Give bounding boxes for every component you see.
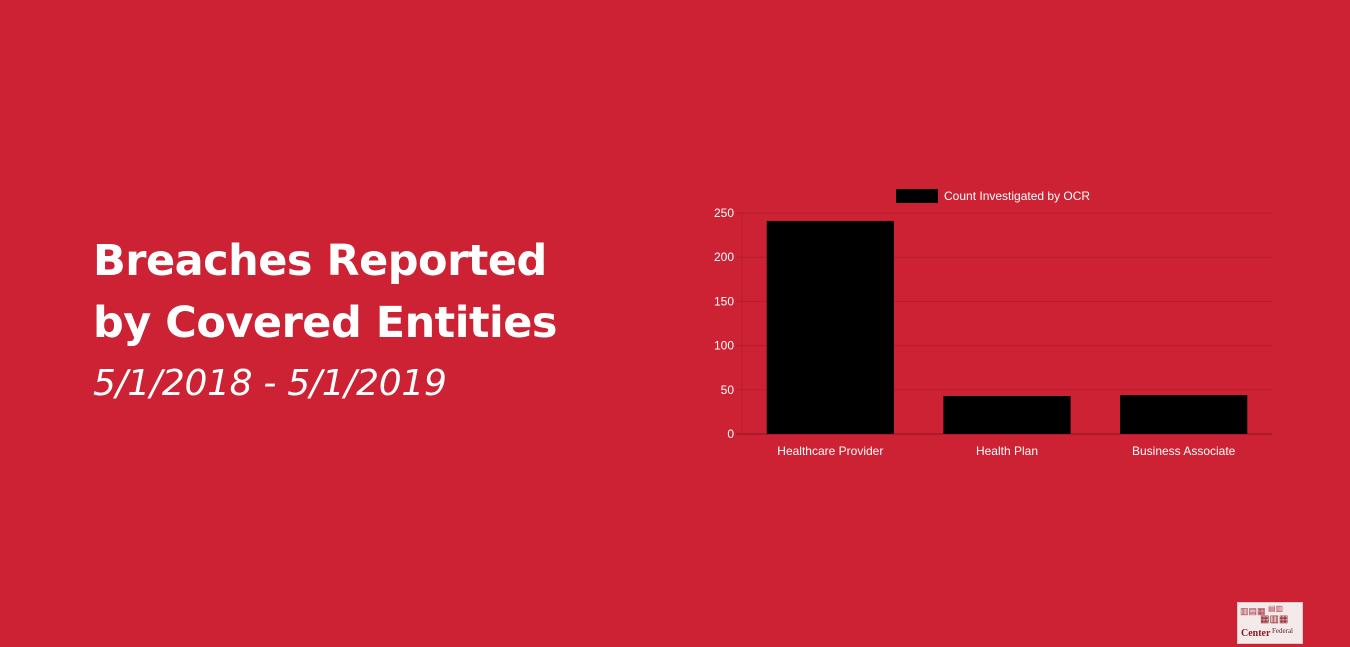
title-block: Breaches Reported by Covered Entities 5/…: [93, 230, 558, 412]
y-tick-label: 250: [714, 206, 734, 220]
thumb-deco-word: ▦▥▦: [1260, 614, 1289, 625]
x-tick-label: Business Associate: [1132, 444, 1236, 458]
legend-label: Count Investigated by OCR: [944, 189, 1090, 203]
x-tick-label: Health Plan: [976, 444, 1038, 458]
thumb-word-1: Center: [1241, 628, 1271, 639]
y-tick-label: 150: [714, 294, 734, 308]
word-cloud-thumbnail[interactable]: ▥▤▦ ▤▥ ▦▥▦ Center Federal: [1237, 602, 1303, 644]
bar: [1120, 395, 1248, 434]
bar-chart: 0 50 100 150 200 250 Healthcare Provider Health…: [700, 180, 1290, 470]
y-tick-label: 100: [714, 339, 734, 353]
bar: [766, 220, 894, 434]
page-title-line-2: by Covered Entities: [93, 298, 558, 348]
y-tick-label: 50: [721, 383, 735, 397]
date-range: 5/1/2018 - 5/1/2019: [93, 363, 447, 404]
legend-swatch: [896, 189, 938, 203]
y-tick-label: 200: [714, 250, 734, 264]
bar: [943, 395, 1071, 434]
bar-chart-svg: 0 50 100 150 200 250 Healthcare Provider Health…: [714, 189, 1272, 458]
thumb-deco-word: ▤▥: [1268, 604, 1284, 613]
x-tick-label: Healthcare Provider: [777, 444, 883, 458]
page-title-line-1: Breaches Reported: [93, 236, 547, 286]
thumb-deco-word: ▥▤▦: [1240, 606, 1266, 616]
thumb-word-2: Federal: [1272, 627, 1293, 635]
y-tick-label: 0: [727, 427, 734, 441]
